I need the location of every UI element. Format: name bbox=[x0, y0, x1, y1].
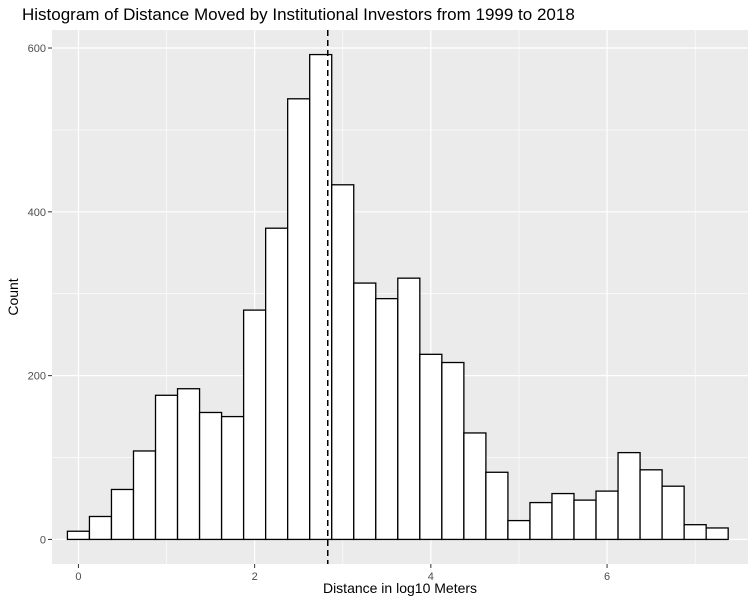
histogram-bar bbox=[661, 485, 685, 541]
histogram-bar bbox=[242, 309, 267, 541]
histogram-bar bbox=[419, 353, 443, 541]
chart-title: Histogram of Distance Moved by Instituti… bbox=[22, 5, 575, 24]
histogram-bar bbox=[331, 184, 355, 541]
histogram-bar bbox=[441, 361, 465, 541]
y-axis-title: Count bbox=[5, 278, 21, 315]
histogram-bar bbox=[198, 411, 223, 541]
histogram-bar bbox=[176, 388, 201, 541]
histogram-bar bbox=[507, 519, 531, 541]
histogram-bar bbox=[573, 499, 597, 541]
x-tick-label: 6 bbox=[604, 571, 610, 583]
histogram-bar bbox=[309, 53, 333, 541]
histogram-bar bbox=[617, 451, 641, 541]
histogram-bar bbox=[110, 488, 135, 541]
histogram-bar bbox=[220, 415, 245, 541]
y-tick-label: 0 bbox=[40, 534, 46, 546]
histogram-bar bbox=[132, 450, 157, 541]
histogram-bar bbox=[66, 530, 91, 541]
x-tick-label: 2 bbox=[252, 571, 258, 583]
histogram-bar bbox=[287, 98, 311, 541]
histogram-bar bbox=[463, 432, 487, 541]
histogram-bar bbox=[551, 492, 575, 541]
y-axis: 0 200 400 600 bbox=[28, 43, 52, 546]
histogram-bar bbox=[264, 227, 289, 541]
histogram-bar bbox=[375, 297, 399, 541]
histogram-bars bbox=[66, 53, 729, 541]
histogram-bar bbox=[529, 501, 553, 541]
x-axis-title: Distance in log10 Meters bbox=[323, 580, 477, 596]
histogram-bar bbox=[705, 527, 729, 541]
histogram-bar bbox=[595, 490, 619, 541]
y-tick-label: 200 bbox=[28, 371, 46, 383]
histogram-bar bbox=[397, 277, 421, 541]
histogram-bar bbox=[639, 469, 663, 541]
histogram-bar bbox=[485, 471, 509, 541]
histogram-bar bbox=[88, 515, 113, 541]
x-tick-label: 0 bbox=[75, 571, 81, 583]
histogram-bar bbox=[683, 524, 707, 541]
y-tick-label: 600 bbox=[28, 43, 46, 55]
x-tick-label: 4 bbox=[428, 571, 434, 583]
histogram-bar bbox=[154, 394, 179, 541]
histogram-bar bbox=[353, 282, 377, 541]
x-axis: 0 2 4 6 bbox=[75, 564, 610, 583]
y-tick-label: 400 bbox=[28, 207, 46, 219]
